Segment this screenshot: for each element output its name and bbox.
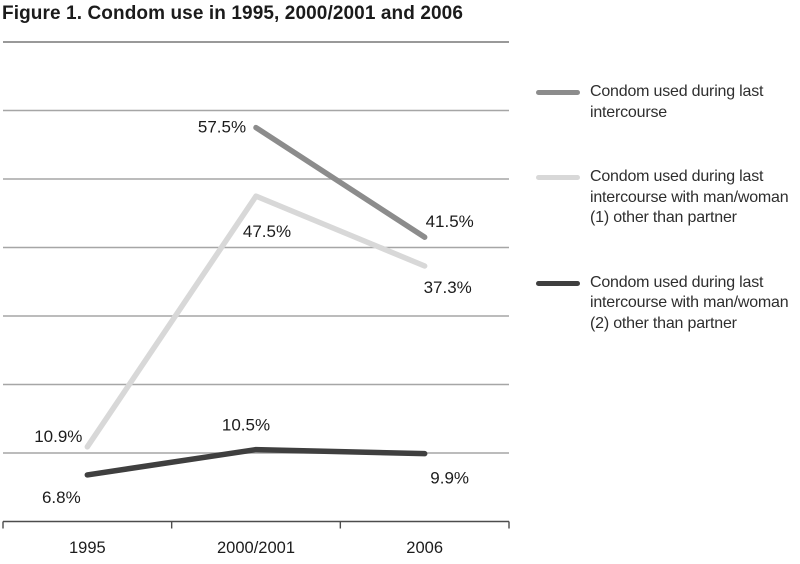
series-line-2 <box>84 193 428 450</box>
legend-label-series-2: Condom used during last intercourse with… <box>590 168 789 226</box>
legend-item-1: Condom used during last intercourse <box>536 82 800 123</box>
legend-label-series-1: Condom used during last intercourse <box>590 83 764 121</box>
legend-label-series-3: Condom used during last intercourse with… <box>590 273 789 332</box>
legend: Condom used during last intercourse Cond… <box>536 82 800 378</box>
legend-swatch-series-2 <box>536 175 580 180</box>
legend-swatch-series-3 <box>536 280 580 286</box>
line-chart-plot-area: 57.5% 41.5% 10.9% 47.5% 37.3% 6.8% 10.5% 9.9% 19… <box>2 41 510 557</box>
legend-swatch-series-1 <box>536 90 580 95</box>
data-label: 47.5% <box>243 222 291 241</box>
data-label: 37.3% <box>424 278 472 297</box>
x-tick-label: 2006 <box>406 539 443 557</box>
series-line-3 <box>84 446 428 478</box>
series-line-1 <box>253 124 428 240</box>
data-label: 6.8% <box>42 488 81 507</box>
x-tick-label: 1995 <box>69 539 106 557</box>
figure-title: Figure 1. Condom use in 1995, 2000/2001 … <box>2 3 464 24</box>
data-label: 10.5% <box>222 416 270 435</box>
legend-item-3: Condom used during last intercourse with… <box>536 273 800 335</box>
data-label: 9.9% <box>430 469 469 488</box>
data-label: 57.5% <box>198 118 246 137</box>
x-tick-label: 2000/2001 <box>217 539 295 557</box>
data-label: 41.5% <box>426 212 474 231</box>
legend-item-2: Condom used during last intercourse with… <box>536 167 800 229</box>
data-label: 10.9% <box>34 427 82 446</box>
